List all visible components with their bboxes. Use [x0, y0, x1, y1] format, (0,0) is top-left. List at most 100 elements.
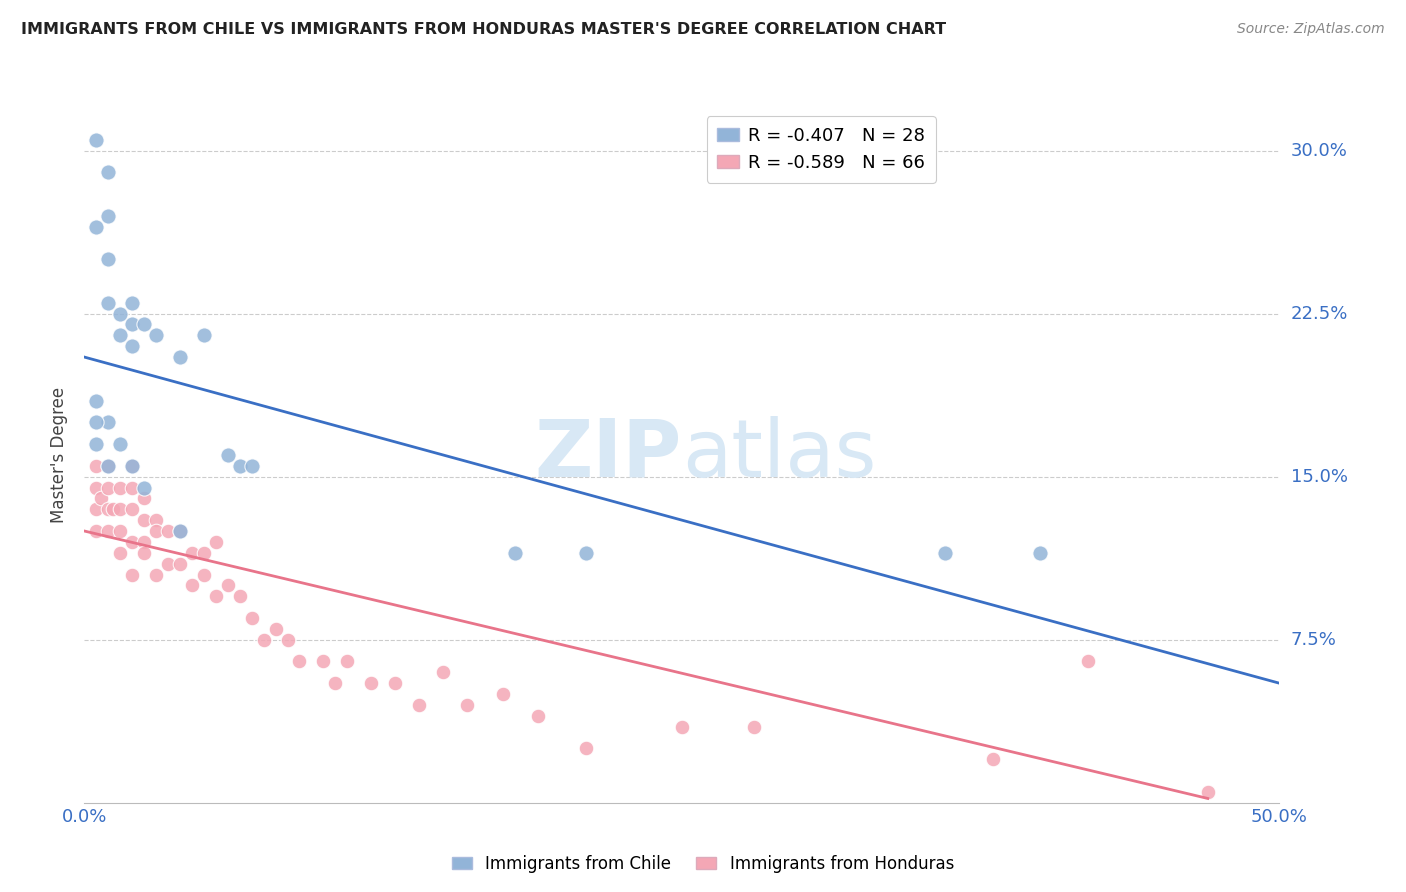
- Point: [193, 567, 215, 582]
- Point: [217, 578, 239, 592]
- Point: [253, 632, 276, 647]
- Point: [145, 567, 167, 582]
- Point: [84, 393, 107, 408]
- Point: [97, 165, 120, 179]
- Legend: Immigrants from Chile, Immigrants from Honduras: Immigrants from Chile, Immigrants from H…: [446, 848, 960, 880]
- Point: [312, 655, 335, 669]
- Point: [121, 339, 143, 353]
- Point: [121, 502, 143, 516]
- Point: [157, 524, 180, 538]
- Point: [169, 350, 191, 364]
- Text: 30.0%: 30.0%: [1291, 142, 1347, 160]
- Point: [492, 687, 515, 701]
- Point: [97, 295, 120, 310]
- Point: [97, 524, 120, 538]
- Text: atlas: atlas: [682, 416, 876, 494]
- Point: [671, 720, 693, 734]
- Point: [336, 655, 359, 669]
- Point: [132, 318, 156, 332]
- Point: [84, 415, 107, 429]
- Point: [408, 698, 430, 712]
- Point: [205, 589, 228, 603]
- Point: [193, 328, 215, 343]
- Point: [228, 589, 252, 603]
- Point: [110, 524, 132, 538]
- Point: [169, 557, 191, 571]
- Point: [205, 535, 228, 549]
- Point: [145, 513, 167, 527]
- Point: [132, 535, 156, 549]
- Point: [97, 209, 120, 223]
- Point: [97, 458, 120, 473]
- Text: ZIP: ZIP: [534, 416, 682, 494]
- Point: [101, 502, 124, 516]
- Point: [981, 752, 1004, 766]
- Point: [527, 708, 550, 723]
- Point: [97, 502, 120, 516]
- Text: 15.0%: 15.0%: [1291, 467, 1347, 485]
- Point: [157, 557, 180, 571]
- Point: [456, 698, 478, 712]
- Point: [228, 458, 252, 473]
- Point: [132, 513, 156, 527]
- Point: [132, 546, 156, 560]
- Point: [193, 546, 215, 560]
- Point: [97, 481, 120, 495]
- Point: [132, 491, 156, 506]
- Point: [145, 524, 167, 538]
- Point: [110, 546, 132, 560]
- Point: [121, 535, 143, 549]
- Point: [288, 655, 311, 669]
- Point: [264, 622, 287, 636]
- Point: [84, 133, 107, 147]
- Point: [110, 481, 132, 495]
- Point: [97, 415, 120, 429]
- Point: [97, 458, 120, 473]
- Point: [84, 481, 107, 495]
- Point: [323, 676, 346, 690]
- Point: [169, 524, 191, 538]
- Text: IMMIGRANTS FROM CHILE VS IMMIGRANTS FROM HONDURAS MASTER'S DEGREE CORRELATION CH: IMMIGRANTS FROM CHILE VS IMMIGRANTS FROM…: [21, 22, 946, 37]
- Point: [90, 491, 112, 506]
- Point: [121, 567, 143, 582]
- Text: 7.5%: 7.5%: [1291, 631, 1337, 648]
- Point: [84, 502, 107, 516]
- Point: [432, 665, 454, 680]
- Point: [180, 578, 202, 592]
- Point: [575, 741, 598, 756]
- Point: [121, 481, 143, 495]
- Point: [1029, 546, 1052, 560]
- Point: [110, 307, 132, 321]
- Point: [180, 546, 202, 560]
- Point: [121, 295, 143, 310]
- Point: [110, 437, 132, 451]
- Point: [169, 524, 191, 538]
- Point: [934, 546, 956, 560]
- Point: [84, 458, 107, 473]
- Point: [1077, 655, 1099, 669]
- Point: [240, 611, 263, 625]
- Point: [742, 720, 765, 734]
- Y-axis label: Master's Degree: Master's Degree: [51, 387, 69, 523]
- Point: [110, 328, 132, 343]
- Point: [84, 219, 107, 234]
- Point: [503, 546, 526, 560]
- Point: [145, 328, 167, 343]
- Point: [121, 458, 143, 473]
- Point: [276, 632, 298, 647]
- Legend: R = -0.407   N = 28, R = -0.589   N = 66: R = -0.407 N = 28, R = -0.589 N = 66: [707, 116, 936, 183]
- Text: 22.5%: 22.5%: [1291, 304, 1348, 323]
- Point: [110, 502, 132, 516]
- Point: [97, 252, 120, 267]
- Point: [240, 458, 263, 473]
- Point: [384, 676, 406, 690]
- Point: [121, 318, 143, 332]
- Point: [132, 481, 156, 495]
- Point: [360, 676, 382, 690]
- Point: [575, 546, 598, 560]
- Text: Source: ZipAtlas.com: Source: ZipAtlas.com: [1237, 22, 1385, 37]
- Point: [121, 458, 143, 473]
- Point: [217, 448, 239, 462]
- Point: [84, 524, 107, 538]
- Point: [1197, 785, 1219, 799]
